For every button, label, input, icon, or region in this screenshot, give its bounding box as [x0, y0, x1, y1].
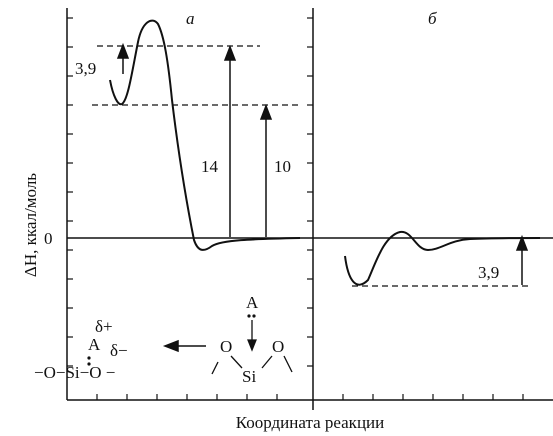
energy-label-3-9-a: 3,9 [75, 59, 96, 78]
reaction-arrow [162, 339, 206, 353]
scheme-right-O2: O [272, 337, 284, 356]
energy-curve-a [109, 19, 301, 251]
bonds [211, 355, 293, 375]
energy-label-10: 10 [274, 157, 291, 176]
divider-ticks [307, 17, 313, 367]
approach-arrow [247, 320, 257, 352]
panel-a-label: а [186, 9, 195, 28]
arrow-3-9-b [515, 234, 529, 285]
scheme-left-chain: −O−Si−O − [34, 363, 115, 382]
arrow-14 [223, 44, 237, 237]
scheme-right-O1: O [220, 337, 232, 356]
scheme-right-A: A [246, 293, 259, 312]
lone-pair-dot [252, 314, 256, 318]
lone-pair-dot [87, 356, 91, 360]
scheme-left-delta-plus: δ+ [95, 317, 113, 336]
panel-b-label: б [428, 9, 437, 28]
x-axis-label: Координата реакции [236, 413, 385, 432]
energy-curve-b [344, 230, 541, 286]
scheme-right-Si: Si [242, 367, 256, 386]
lone-pair-dot [247, 314, 251, 318]
y-axis-label: ΔH, ккал/моль [21, 173, 40, 277]
arrow-10 [259, 103, 273, 237]
scheme-left-A: A [88, 335, 101, 354]
scheme-left-delta-minus: δ− [110, 341, 128, 360]
arrow-3-9-a [116, 42, 130, 74]
lone-pair-dot [87, 362, 91, 366]
y-ticks [67, 17, 73, 367]
zero-label: 0 [44, 229, 53, 248]
energy-label-14: 14 [201, 157, 219, 176]
energy-label-3-9-b: 3,9 [478, 263, 499, 282]
x-ticks [96, 394, 524, 400]
